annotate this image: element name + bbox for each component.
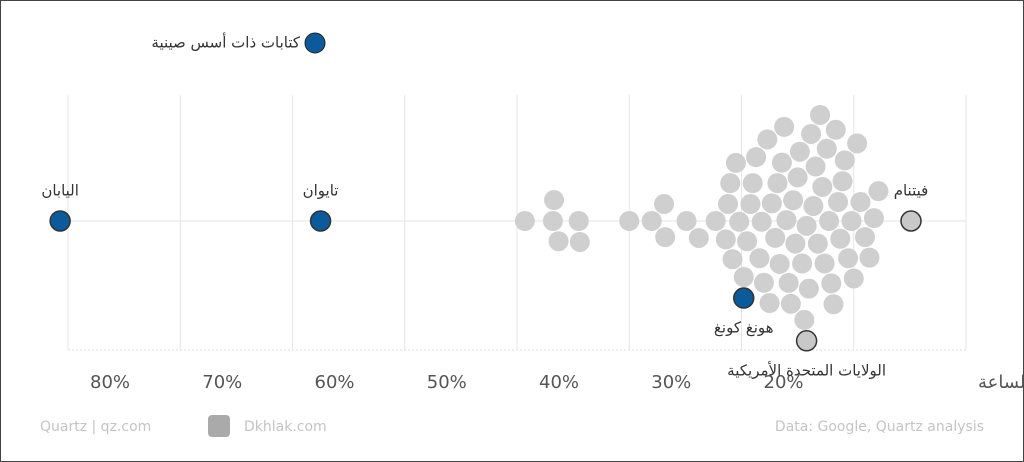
dot xyxy=(765,227,786,248)
dot xyxy=(654,194,675,215)
dot xyxy=(769,253,790,274)
x-tick-label: 40% xyxy=(539,372,579,393)
point-label: فيتنام xyxy=(894,182,929,200)
dot xyxy=(850,192,871,213)
dot xyxy=(816,138,837,159)
highlight-dot xyxy=(309,210,332,232)
dot xyxy=(569,231,590,252)
dot xyxy=(825,119,846,140)
dot xyxy=(785,233,806,254)
point-label: الولايات المتحدة الأمريكية xyxy=(727,360,886,379)
dot xyxy=(771,152,792,173)
dot xyxy=(805,156,826,177)
dot xyxy=(796,215,817,236)
x-tick-label: 30% xyxy=(651,372,691,393)
dot xyxy=(548,231,569,252)
dot xyxy=(841,211,862,231)
dot xyxy=(776,210,797,231)
dot xyxy=(900,210,922,232)
dot xyxy=(740,194,761,215)
logo xyxy=(208,415,230,437)
dot xyxy=(792,253,813,274)
dot xyxy=(863,208,884,229)
dot xyxy=(868,181,889,202)
dot xyxy=(798,278,819,299)
dot xyxy=(720,173,741,194)
dot xyxy=(705,211,726,231)
dot xyxy=(761,193,782,214)
dot xyxy=(778,272,799,293)
dot xyxy=(794,309,815,330)
dot xyxy=(619,211,640,231)
x-tick-label: 50% xyxy=(427,372,467,393)
dot xyxy=(834,150,855,171)
dot xyxy=(641,211,662,231)
dot xyxy=(733,267,754,288)
dot xyxy=(729,211,750,232)
dot xyxy=(742,173,763,194)
dot xyxy=(807,233,828,254)
footer-center: Dkhlak.com xyxy=(244,419,327,435)
dot xyxy=(737,231,758,252)
dot xyxy=(715,229,736,250)
highlight-dot xyxy=(732,287,755,309)
dot xyxy=(725,152,746,173)
dot xyxy=(746,147,767,168)
dot xyxy=(814,253,835,274)
dot xyxy=(789,141,810,162)
x-tick-label: 20% xyxy=(764,372,804,393)
dot xyxy=(751,211,772,232)
footer-right: Data: Google, Quartz analysis xyxy=(775,419,984,435)
dot xyxy=(780,293,801,314)
dot xyxy=(544,190,565,211)
dot xyxy=(688,227,709,248)
x-tick-label: 80% xyxy=(90,372,130,393)
dot xyxy=(832,171,853,192)
dot xyxy=(722,249,743,270)
point-label: هونغ كونغ xyxy=(714,319,774,337)
dot xyxy=(821,273,842,294)
x-tick-label: 0% مع عقارب الساعة xyxy=(978,372,1024,393)
dot xyxy=(795,330,818,352)
dot xyxy=(847,133,868,154)
dot xyxy=(718,194,739,215)
dot xyxy=(749,248,770,269)
dot xyxy=(757,129,778,150)
dot xyxy=(828,192,849,213)
dot xyxy=(810,104,831,125)
dot xyxy=(514,211,535,231)
dot xyxy=(774,116,795,137)
dot xyxy=(812,176,833,197)
dot xyxy=(783,190,804,211)
dot xyxy=(753,272,774,293)
point-label: اليابان xyxy=(41,182,79,200)
dot xyxy=(655,227,676,248)
dot xyxy=(568,211,589,231)
dot xyxy=(830,228,851,249)
point-label: تايوان xyxy=(303,182,339,200)
legend-swatch xyxy=(304,32,326,54)
legend-label: كتابات ذات أسس صينية xyxy=(151,33,300,52)
dot xyxy=(542,211,563,231)
dot xyxy=(843,268,864,289)
dot xyxy=(803,195,824,216)
highlight-dot xyxy=(49,210,71,232)
dot xyxy=(759,293,780,314)
dot xyxy=(823,294,844,315)
dot xyxy=(787,167,808,188)
dot xyxy=(859,247,880,268)
dot xyxy=(819,211,840,231)
footer-left: Quartz | qz.com xyxy=(40,419,151,435)
x-tick-label: 70% xyxy=(202,372,242,393)
dot xyxy=(676,211,697,231)
dot xyxy=(767,173,788,194)
x-tick-label: 60% xyxy=(315,372,355,393)
dot xyxy=(854,227,875,248)
dot xyxy=(801,123,822,144)
dot xyxy=(838,248,859,269)
